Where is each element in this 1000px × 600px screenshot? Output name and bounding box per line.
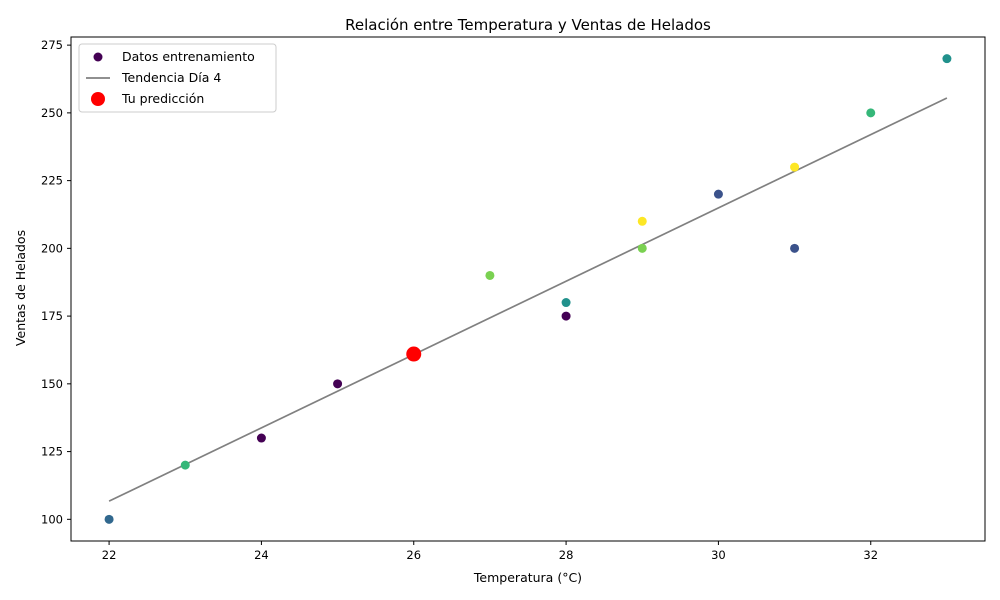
data-point-8 (637, 243, 647, 253)
legend-label-trend: Tendencia Día 4 (121, 70, 221, 85)
data-point-12 (866, 108, 876, 118)
trend-line (108, 97, 948, 502)
data-point-9 (713, 189, 723, 199)
plot-area (104, 54, 952, 524)
x-axis-label: Temperatura (°C) (473, 570, 582, 585)
y-tick-label-225: 225 (41, 174, 63, 188)
data-point-10 (790, 162, 800, 172)
data-point-3 (333, 379, 343, 389)
y-tick-label-150: 150 (41, 377, 63, 391)
y-tick-label-200: 200 (41, 241, 63, 255)
legend-marker-prediction (91, 92, 105, 106)
x-tick-label-28: 28 (559, 548, 574, 562)
axes: 22 24 26 28 30 32 100 125 150 175 200 225 250 275 (41, 36, 986, 562)
x-tick-label-26: 26 (406, 548, 421, 562)
data-point-7 (637, 216, 647, 226)
x-tick-label-24: 24 (254, 548, 269, 562)
x-tick-label-30: 30 (711, 548, 726, 562)
data-point-6 (561, 298, 571, 308)
legend-marker-training (93, 52, 103, 62)
data-point-5 (561, 311, 571, 321)
plot-frame (70, 36, 986, 542)
y-tick-label-175: 175 (41, 309, 63, 323)
y-tick-label-250: 250 (41, 106, 63, 120)
data-point-2 (256, 433, 266, 443)
legend-label-training: Datos entrenamiento (122, 49, 255, 64)
data-point-1 (180, 460, 190, 470)
data-point-4 (485, 270, 495, 280)
y-tick-label-275: 275 (41, 38, 63, 52)
legend: Datos entrenamiento Tendencia Día 4 Tu p… (78, 43, 277, 113)
legend-label-prediction: Tu predicción (121, 91, 204, 106)
x-tick-label-32: 32 (863, 548, 878, 562)
data-point-13 (942, 54, 952, 64)
y-tick-label-125: 125 (41, 445, 63, 459)
legend-frame (78, 43, 277, 113)
data-point-0 (104, 514, 114, 524)
y-tick-label-100: 100 (41, 512, 63, 526)
chart-title: Relación entre Temperatura y Ventas de H… (345, 16, 711, 34)
y-axis-label: Ventas de Helados (13, 230, 28, 346)
data-point-11 (790, 243, 800, 253)
x-tick-label-22: 22 (102, 548, 117, 562)
prediction-point (406, 346, 422, 362)
